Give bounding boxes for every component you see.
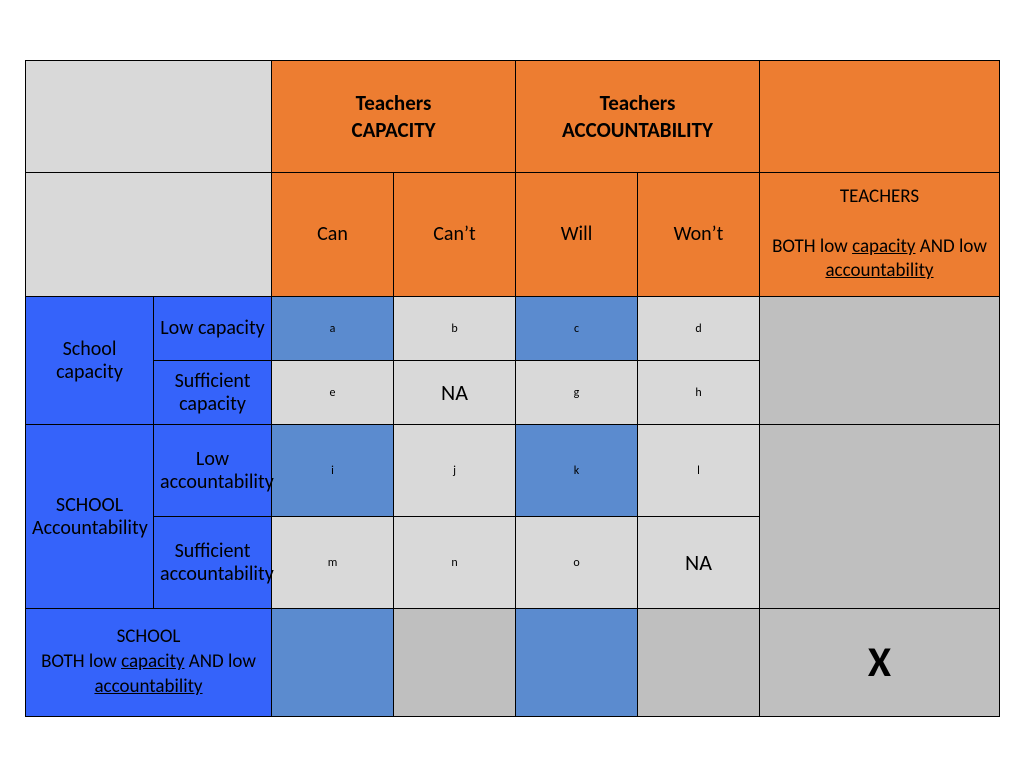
both-mid: AND low: [915, 235, 986, 258]
cell-k: k: [516, 425, 638, 517]
header-row-top: Teachers CAPACITY Teachers ACCOUNTABILIT…: [26, 61, 1000, 173]
sub-can: Can: [272, 173, 394, 297]
hdr-teachers-capacity: Teachers CAPACITY: [272, 61, 516, 173]
both-prefix: BOTH low: [772, 235, 852, 258]
row-school-both: SCHOOL BOTH low capacity AND low account…: [26, 609, 1000, 717]
rowhdr-sufficient-accountability: Sufficient accountability: [154, 517, 272, 609]
cell-b: b: [394, 297, 516, 361]
school-both-capacity: capacity: [121, 650, 184, 673]
cell-l: l: [638, 425, 760, 517]
rowhdr-school-both: SCHOOL BOTH low capacity AND low account…: [26, 609, 272, 717]
cell-g: g: [516, 361, 638, 425]
sub-wont: Won’t: [638, 173, 760, 297]
matrix-table: Teachers CAPACITY Teachers ACCOUNTABILIT…: [25, 60, 999, 717]
matrix: Teachers CAPACITY Teachers ACCOUNTABILIT…: [25, 60, 1000, 717]
row-low-accountability: SCHOOL Accountability Low accountability…: [26, 425, 1000, 517]
cell-x: X: [760, 609, 1000, 717]
corner-blank-top: [26, 61, 272, 173]
bottom-c4: [638, 609, 760, 717]
header-row-sub: Can Can’t Will Won’t TEACHERS BOTH low c…: [26, 173, 1000, 297]
right-merge-capacity: [760, 297, 1000, 425]
hdr-acc-line1: Teachers: [600, 90, 676, 116]
rowhdr-low-capacity: Low capacity: [154, 297, 272, 361]
cell-c: c: [516, 297, 638, 361]
hdr-acc-line2: ACCOUNTABILITY: [562, 117, 713, 143]
sub-both: TEACHERS BOTH low capacity AND low accou…: [760, 173, 1000, 297]
school-both-accountability: accountability: [94, 675, 202, 698]
cell-a: a: [272, 297, 394, 361]
school-both-prefix: BOTH low: [41, 650, 121, 673]
cell-e: e: [272, 361, 394, 425]
hdr-capacity-line1: Teachers: [356, 90, 432, 116]
cell-na2: NA: [638, 517, 760, 609]
rowhdr-school-capacity: School capacity: [26, 297, 154, 425]
bottom-c1: [272, 609, 394, 717]
sub-cant: Can’t: [394, 173, 516, 297]
right-merge-accountability: [760, 425, 1000, 609]
cell-d: d: [638, 297, 760, 361]
both-capacity: capacity: [852, 235, 915, 258]
cell-m: m: [272, 517, 394, 609]
corner-blank-sub: [26, 173, 272, 297]
row-low-capacity: School capacity Low capacity a b c d: [26, 297, 1000, 361]
cell-h: h: [638, 361, 760, 425]
hdr-blank-right: [760, 61, 1000, 173]
bottom-c3: [516, 609, 638, 717]
cell-na1: NA: [394, 361, 516, 425]
both-accountability: accountability: [825, 259, 933, 282]
cell-i: i: [272, 425, 394, 517]
cell-j: j: [394, 425, 516, 517]
cell-n: n: [394, 517, 516, 609]
rowhdr-low-accountability: Low accountability: [154, 425, 272, 517]
cell-o: o: [516, 517, 638, 609]
both-title: TEACHERS: [840, 185, 919, 208]
rowhdr-school-accountability: SCHOOL Accountability: [26, 425, 154, 609]
bottom-c2: [394, 609, 516, 717]
rowhdr-sufficient-capacity: Sufficient capacity: [154, 361, 272, 425]
school-both-line1: SCHOOL: [117, 625, 181, 648]
sub-will: Will: [516, 173, 638, 297]
hdr-teachers-accountability: Teachers ACCOUNTABILITY: [516, 61, 760, 173]
hdr-capacity-line2: CAPACITY: [351, 117, 435, 143]
school-both-mid: AND low: [184, 650, 255, 673]
